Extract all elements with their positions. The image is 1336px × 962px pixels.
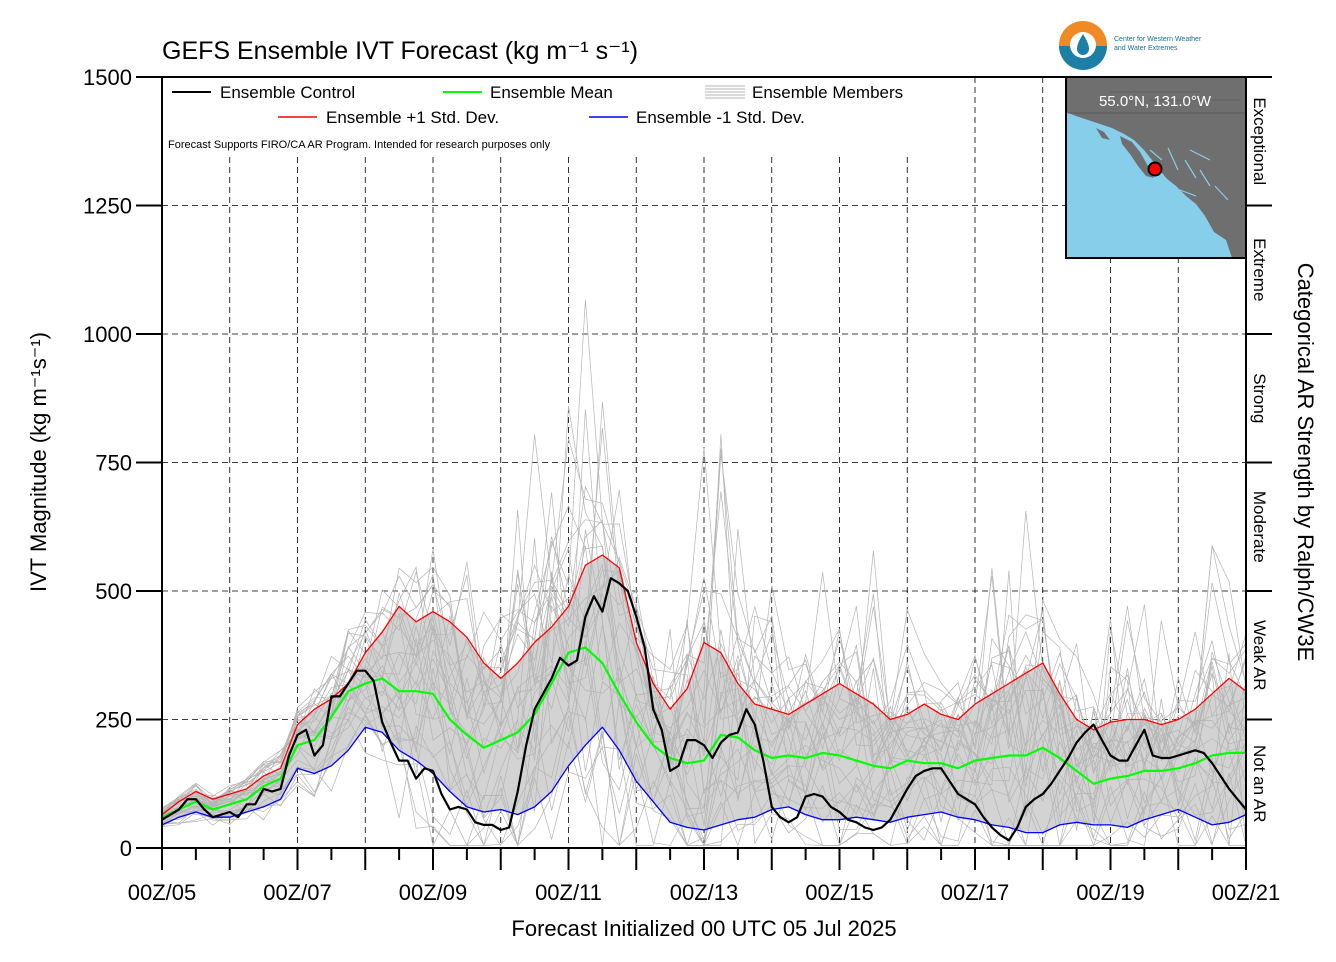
category-label: Extreme [1250, 238, 1269, 301]
category-label: Not an AR [1250, 745, 1269, 823]
legend-swatch-members [705, 85, 745, 99]
category-label: Moderate [1250, 491, 1269, 563]
location-marker-icon [1147, 161, 1163, 177]
legend-label-minus-std: Ensemble -1 Std. Dev. [636, 108, 805, 127]
y-tick-label: 1250 [83, 194, 132, 219]
y-tick-label: 1000 [83, 322, 132, 347]
y-tick-label: 500 [95, 579, 132, 604]
x-tick-label: 00Z/11 [535, 880, 602, 905]
category-label: Weak AR [1250, 620, 1269, 691]
ensemble-member-line [162, 485, 1246, 817]
axes: 0 250 500 750 1000 1250 1500 Not an AR Weak AR Mo… [83, 65, 1280, 905]
chart-title: GEFS Ensemble IVT Forecast (kg m⁻¹ s⁻¹) [162, 37, 638, 65]
legend-label-plus-std: Ensemble +1 Std. Dev. [326, 108, 499, 127]
y-tick-label: 750 [95, 451, 132, 476]
ensemble-member-line [162, 438, 1246, 809]
category-label: Strong [1250, 373, 1269, 423]
y-tick-label: 0 [120, 836, 132, 861]
summary-lines [162, 554, 1246, 842]
control-line [162, 577, 1246, 842]
inset-map: 55.0°N, 131.0°W [1065, 76, 1247, 259]
category-label: Exceptional [1250, 97, 1269, 185]
ensemble-member-line [162, 545, 1246, 811]
x-tick-label: 00Z/19 [1076, 880, 1145, 905]
ensemble-member-line [162, 596, 1246, 827]
x-tick-label: 00Z/15 [805, 880, 874, 905]
ensemble-member-line [162, 707, 1246, 847]
map-land [1066, 77, 1246, 258]
ensemble-member-line [162, 427, 1246, 814]
logo-text-line2: and Water Extremes [1114, 45, 1178, 52]
legend-label-members: Ensemble Members [752, 83, 903, 102]
x-axis-label: Forecast Initialized 00 UTC 05 Jul 2025 [511, 916, 896, 941]
x-tick-label: 00Z/17 [941, 880, 1010, 905]
legend-label-control: Ensemble Control [220, 83, 355, 102]
ensemble-members [162, 299, 1246, 847]
ensemble-member-line [162, 299, 1246, 810]
ensemble-member-line [162, 405, 1246, 814]
ensemble-member-line [162, 628, 1246, 846]
ensemble-member-line [162, 409, 1246, 820]
ensemble-member-line [162, 447, 1246, 813]
minus-std-line [162, 726, 1246, 834]
y-tick-label: 1500 [83, 65, 132, 90]
legend-label-mean: Ensemble Mean [490, 83, 613, 102]
disclaimer-note: Forecast Supports FIRO/CA AR Program. In… [168, 139, 551, 151]
inset-map-label: 55.0°N, 131.0°W [1099, 93, 1212, 110]
y-tick-label: 250 [95, 708, 132, 733]
plot-area [162, 77, 1246, 848]
y-axis-label: IVT Magnitude (kg m⁻¹s⁻¹) [26, 332, 51, 592]
plus-std-line [162, 554, 1246, 816]
ensemble-member-line [162, 556, 1246, 813]
x-tick-label: 00Z/07 [263, 880, 332, 905]
ensemble-member-line [162, 529, 1246, 820]
ensemble-member-line [162, 549, 1246, 809]
ensemble-member-line [162, 619, 1246, 841]
cw3e-logo: Center for Western Weather and Water Ext… [1059, 21, 1202, 70]
x-tick-label: 00Z/09 [399, 880, 468, 905]
logo-text-line1: Center for Western Weather [1114, 36, 1202, 43]
x-tick-label: 00Z/05 [128, 880, 197, 905]
x-tick-label: 00Z/21 [1212, 880, 1281, 905]
ensemble-member-line [162, 566, 1246, 810]
x-tick-label: 00Z/13 [670, 880, 739, 905]
ensemble-member-line [162, 504, 1246, 815]
legend: Ensemble Control Ensemble Mean Ensemble … [168, 83, 903, 151]
right-axis-label: Categorical AR Strength by Ralph/CW3E [1293, 263, 1318, 662]
